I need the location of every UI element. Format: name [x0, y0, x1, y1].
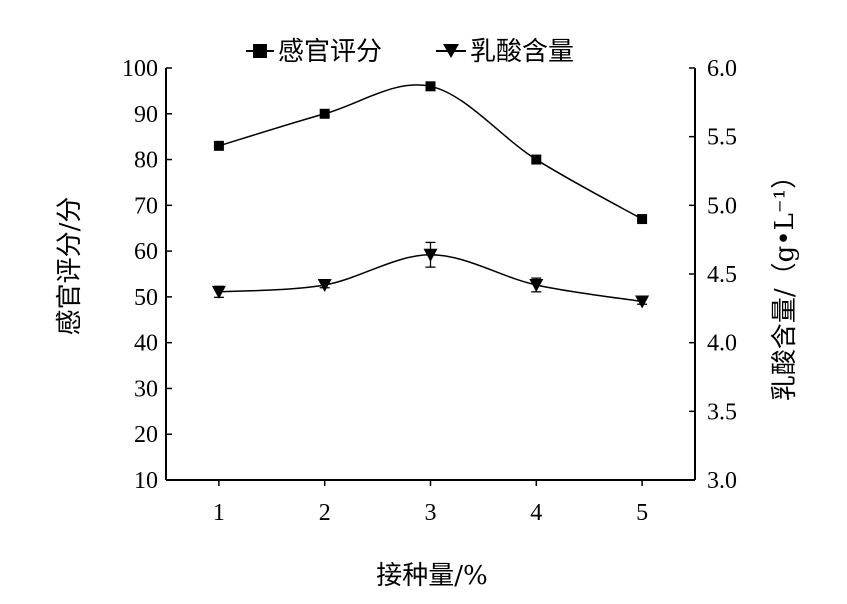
legend-marker-square — [253, 44, 267, 58]
left-y-tick-label: 40 — [134, 331, 158, 357]
data-point-triangle — [529, 278, 544, 292]
left-y-tick-label: 90 — [134, 102, 158, 128]
right-y-tick-label: 4.0 — [707, 331, 737, 357]
data-point-square — [213, 140, 224, 151]
x-tick-label: 1 — [213, 500, 225, 526]
legend: 感官评分 乳酸含量 — [246, 37, 574, 67]
data-point-triangle — [423, 248, 438, 262]
left-y-tick-label: 100 — [122, 56, 158, 82]
data-point-triangle — [211, 285, 226, 299]
ticks: 10 20 30 40 50 60 70 80 90 100 3.0 3.5 4.0 4.5 5.0 5.5 6… — [122, 56, 737, 526]
right-y-tick-label: 3.5 — [707, 399, 737, 425]
right-y-tick-label: 5.0 — [707, 193, 737, 219]
left-y-tick-label: 60 — [134, 239, 158, 265]
data-point-triangle — [635, 295, 650, 309]
left-y-tick-label: 20 — [134, 422, 158, 448]
right-y-tick-label: 6.0 — [707, 56, 737, 82]
left-y-tick-label: 80 — [134, 148, 158, 174]
series — [211, 81, 650, 309]
right-y-axis-title: 乳酸含量/（g•L⁻¹） — [770, 163, 800, 401]
legend-label-sensory: 感官评分 — [278, 37, 382, 67]
right-y-tick-label: 4.5 — [707, 262, 737, 288]
right-y-tick-label: 5.5 — [707, 125, 737, 151]
x-axis-title: 接种量/% — [376, 561, 487, 591]
left-y-tick-label: 10 — [134, 468, 158, 494]
series-line-sensory-score — [218, 84, 643, 220]
x-tick-label: 4 — [530, 500, 542, 526]
data-point-square — [319, 108, 330, 119]
data-point-triangle — [317, 278, 332, 292]
x-tick-label: 5 — [636, 500, 648, 526]
legend-label-lactic: 乳酸含量 — [470, 37, 574, 67]
data-point-square — [425, 81, 436, 92]
x-tick-label: 2 — [319, 500, 331, 526]
x-tick-label: 3 — [425, 500, 437, 526]
legend-marker-triangle-down — [443, 44, 459, 58]
left-y-tick-label: 50 — [134, 285, 158, 311]
data-point-square — [531, 154, 542, 165]
axes — [165, 68, 696, 481]
left-y-tick-label: 70 — [134, 193, 158, 219]
left-y-tick-label: 30 — [134, 376, 158, 402]
left-y-axis-title: 感官评分/分 — [55, 197, 85, 336]
data-point-square — [637, 214, 648, 225]
right-y-tick-label: 3.0 — [707, 468, 737, 494]
